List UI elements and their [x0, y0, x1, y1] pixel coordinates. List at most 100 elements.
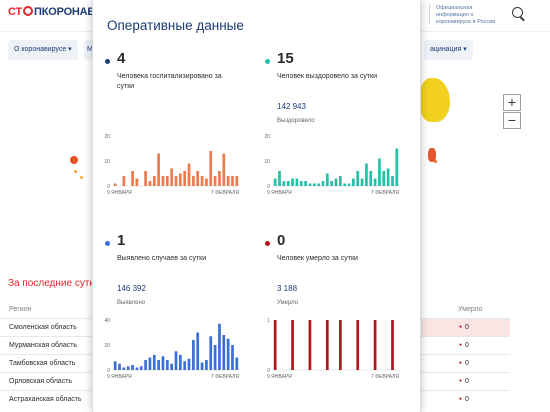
chart-bar — [196, 332, 200, 370]
chart-bar — [282, 181, 286, 186]
chart-bar — [356, 171, 360, 186]
chart-bar — [273, 178, 277, 186]
row-region: Тамбовская область — [9, 360, 76, 367]
chart-bar — [196, 171, 200, 186]
chart-bar — [113, 183, 117, 186]
card-total: 142 943 — [277, 102, 306, 111]
chart-bar — [144, 171, 147, 186]
chart-bar — [200, 176, 204, 186]
card-number: 1 — [117, 232, 126, 249]
nav-vaccination[interactable]: ацинация ▾ — [424, 40, 473, 60]
chart-bar — [391, 176, 394, 186]
card-label: Человек выздоровело за сутки — [277, 73, 378, 80]
card-detected: 1 Выявлено случаев за сутки 146 392 Выяв… — [105, 232, 255, 312]
chart-bar — [157, 153, 160, 186]
x-end-label: 7 ФЕВРАЛЯ — [211, 190, 239, 196]
chart-bar — [122, 176, 126, 186]
chart-bar — [205, 360, 208, 370]
map-region-red-east[interactable] — [428, 148, 436, 162]
chart-bar — [178, 355, 182, 370]
card-dot — [105, 241, 110, 246]
x-start-label: 9 ЯНВАРЯ — [107, 190, 132, 196]
chart-bar — [187, 163, 191, 186]
y-tick-label: 10 — [264, 159, 270, 165]
card-label: Человека госпитализировано за сутки — [117, 73, 222, 90]
row-died: 0 — [459, 324, 469, 331]
search-icon[interactable] — [512, 7, 523, 18]
chart-bar — [170, 363, 174, 370]
chart-bar — [338, 320, 342, 370]
chart-bar — [317, 183, 320, 186]
card-recovered: 15 Человек выздоровело за сутки 142 943 … — [265, 50, 415, 130]
chart-bar — [231, 345, 234, 370]
site-logo[interactable]: СТ ПКОРОНАВ — [8, 6, 95, 18]
chart-bar — [165, 360, 169, 370]
map-region-red[interactable] — [70, 156, 78, 164]
table-header: Регион Умерло — [0, 302, 550, 318]
card-total-label: Выявлено — [117, 300, 146, 306]
chart-bar — [126, 366, 130, 370]
chart-bar — [218, 171, 221, 186]
map-region-dot[interactable] — [80, 176, 83, 179]
header-info-text[interactable]: Официальная информация о коронавирусе в … — [436, 5, 496, 25]
col-died-header[interactable]: Умерло — [458, 306, 483, 313]
chart-bar — [187, 358, 191, 370]
zoom-out-button[interactable]: − — [503, 112, 521, 129]
chart-detected-svg: 40 20 09 ЯНВАРЯ 7 ФЕВРАЛЯ — [104, 318, 239, 380]
row-died: 0 — [459, 378, 469, 385]
chart-bar — [183, 171, 187, 186]
chart-recovered-svg: 20 10 09 ЯНВАРЯ 7 ФЕВРАЛЯ — [264, 134, 399, 196]
chart-bar — [395, 148, 399, 186]
nav-about-covid[interactable]: О коронавирусе ▾ — [8, 40, 78, 60]
card-label: Человек умерло за сутки — [277, 255, 358, 262]
chart-hospitalized: 20 10 0 9 ЯНВАРЯ 7 ФЕВРАЛЯ — [101, 134, 241, 204]
chart-bar — [152, 176, 156, 186]
x-end-label: 7 ФЕВРАЛЯ — [371, 374, 399, 380]
chart-bar — [321, 181, 325, 186]
chart-bar — [144, 360, 147, 370]
x-end-label: 7 ФЕВРАЛЯ — [211, 374, 239, 380]
chart-bar — [165, 176, 169, 186]
chart-bar — [200, 362, 204, 370]
chart-bar — [170, 168, 174, 186]
chart-bar — [365, 163, 368, 186]
chart-bar — [222, 153, 226, 186]
y-tick-label: 20 — [264, 134, 270, 140]
chart-bar — [391, 320, 394, 370]
chart-bar — [308, 183, 312, 186]
zoom-in-button[interactable]: + — [503, 94, 521, 111]
chart-bar — [334, 178, 338, 186]
chart-bar — [373, 178, 377, 186]
y-tick-label: 10 — [104, 159, 110, 165]
row-region: Орловская область — [9, 378, 73, 385]
chart-bar — [148, 181, 152, 186]
row-region: Смоленская область — [9, 324, 77, 331]
row-died: 0 — [459, 360, 469, 367]
col-region-header[interactable]: Регион — [9, 306, 32, 313]
map-region-dot[interactable] — [74, 170, 77, 173]
chart-recovered: 20 10 0 9 ЯНВАРЯ 7 ФЕВРАЛЯ — [261, 134, 401, 204]
map-region-yellow[interactable] — [420, 78, 450, 122]
chart-bar — [369, 171, 373, 186]
chart-bar — [213, 345, 217, 370]
chart-bar — [178, 173, 182, 186]
y-tick-label: 20 — [104, 343, 110, 349]
chart-bar — [295, 178, 299, 186]
chart-bar — [209, 336, 213, 370]
x-start-label: 9 ЯНВАРЯ — [267, 374, 292, 380]
operational-data-modal[interactable]: Оперативные данные 4 Человека госпитализ… — [92, 0, 421, 412]
row-died: 0 — [459, 396, 469, 403]
chart-bar — [308, 320, 312, 370]
card-number: 0 — [277, 232, 286, 249]
chart-bar — [373, 320, 377, 370]
chart-bar — [235, 357, 239, 370]
card-number: 15 — [277, 50, 294, 67]
chart-bar — [222, 335, 226, 370]
chart-bar — [131, 365, 134, 370]
x-start-label: 9 ЯНВАРЯ — [107, 374, 132, 380]
map-region-dot[interactable] — [434, 160, 437, 163]
row-died: 0 — [459, 342, 469, 349]
nav-item-m[interactable]: М — [84, 40, 96, 60]
header-divider — [429, 4, 430, 24]
